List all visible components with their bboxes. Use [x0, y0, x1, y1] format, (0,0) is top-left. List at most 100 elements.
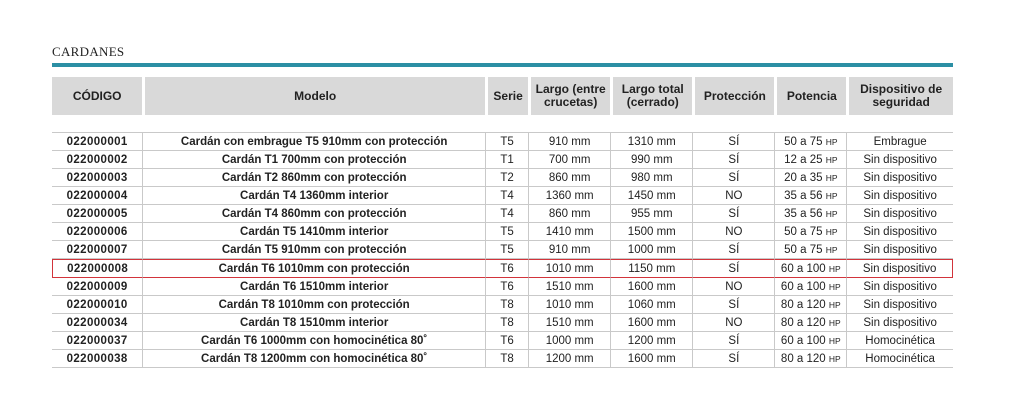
cell-dispositivo: Sin dispositivo	[846, 223, 953, 241]
cell-serie: T4	[485, 205, 529, 223]
cell-largo-total: 990 mm	[610, 151, 693, 169]
cell-modelo: Cardán T4 860mm con protección	[142, 205, 486, 223]
potencia-unit: HP	[828, 317, 841, 328]
cell-dispositivo: Sin dispositivo	[846, 314, 953, 332]
cell-codigo: 022000005	[52, 205, 143, 223]
cell-largo-total: 1150 mm	[610, 259, 693, 278]
cell-codigo: 022000003	[52, 169, 143, 187]
cell-proteccion: SÍ	[692, 133, 775, 151]
header-largo-entre-line1: Largo (entre	[535, 82, 606, 96]
cardanes-table: CÓDIGO Modelo Serie Largo (entre cruceta…	[52, 77, 953, 368]
header-largo-total: Largo total (cerrado)	[610, 77, 693, 115]
cell-largo-entre: 1000 mm	[528, 332, 611, 350]
cell-largo-total: 955 mm	[610, 205, 693, 223]
potencia-value: 60 a 100	[780, 262, 826, 275]
cell-codigo: 022000009	[52, 278, 143, 296]
cell-modelo: Cardán T6 1000mm con homocinética 80˚	[142, 332, 486, 350]
cell-largo-total: 1600 mm	[610, 278, 693, 296]
potencia-value: 20 a 35	[784, 171, 823, 184]
cell-largo-total: 1600 mm	[610, 350, 693, 368]
potencia-unit: HP	[828, 263, 841, 274]
potencia-value: 12 a 25	[784, 153, 823, 166]
cell-codigo: 022000004	[52, 187, 143, 205]
cell-dispositivo: Sin dispositivo	[846, 151, 953, 169]
potencia-unit: HP	[825, 172, 838, 183]
potencia-value: 35 a 56	[784, 207, 823, 220]
cell-potencia: 12 a 25 HP	[774, 151, 847, 169]
cell-potencia: 50 a 75 HP	[774, 133, 847, 151]
cell-largo-total: 1310 mm	[610, 133, 693, 151]
cell-codigo: 022000038	[52, 350, 143, 368]
title-divider	[52, 63, 953, 67]
cell-largo-entre: 860 mm	[528, 169, 611, 187]
cell-serie: T2	[485, 169, 529, 187]
cell-serie: T8	[485, 296, 529, 314]
cell-dispositivo: Sin dispositivo	[846, 296, 953, 314]
cell-potencia: 60 a 100 HP	[774, 259, 847, 278]
cell-codigo: 022000007	[52, 241, 143, 259]
cell-modelo: Cardán T6 1510mm interior	[142, 278, 486, 296]
potencia-unit: HP	[825, 208, 838, 219]
table-row: 022000037 Cardán T6 1000mm con homocinéti…	[52, 332, 953, 350]
header-potencia: Potencia	[774, 77, 847, 115]
cell-dispositivo: Sin dispositivo	[846, 278, 953, 296]
cell-serie: T6	[485, 278, 529, 296]
cell-modelo: Cardán T5 910mm con protección	[142, 241, 486, 259]
cell-codigo: 022000002	[52, 151, 143, 169]
header-serie: Serie	[485, 77, 529, 115]
cell-proteccion: NO	[692, 278, 775, 296]
potencia-value: 80 a 120	[780, 352, 826, 365]
cell-codigo: 022000001	[52, 133, 143, 151]
cell-potencia: 20 a 35 HP	[774, 169, 847, 187]
cell-largo-entre: 1200 mm	[528, 350, 611, 368]
cell-proteccion: NO	[692, 223, 775, 241]
table-row: 022000034 Cardán T8 1510mm interior T8 1510…	[52, 314, 953, 332]
header-dispositivo: Dispositivo de seguridad	[846, 77, 953, 115]
table-row: 022000005 Cardán T4 860mm con protección T…	[52, 205, 953, 223]
cell-serie: T1	[485, 151, 529, 169]
header-modelo: Modelo	[142, 77, 486, 115]
header-largo-entre: Largo (entre crucetas)	[528, 77, 611, 115]
cell-codigo: 022000034	[52, 314, 143, 332]
cell-proteccion: SÍ	[692, 259, 775, 278]
potencia-unit: HP	[825, 244, 838, 255]
potencia-unit: HP	[825, 226, 838, 237]
cell-largo-entre: 1360 mm	[528, 187, 611, 205]
header-proteccion: Protección	[692, 77, 775, 115]
cell-codigo: 022000037	[52, 332, 143, 350]
cell-modelo: Cardán T8 1200mm con homocinética 80˚	[142, 350, 486, 368]
table-row: 022000007 Cardán T5 910mm con protección T…	[52, 241, 953, 259]
section-title: CARDANES	[52, 44, 125, 59]
cell-dispositivo: Sin dispositivo	[846, 169, 953, 187]
cell-modelo: Cardán T6 1010mm con protección	[142, 259, 486, 278]
cell-potencia: 60 a 100 HP	[774, 332, 847, 350]
table-header-row: CÓDIGO Modelo Serie Largo (entre cruceta…	[52, 77, 953, 115]
potencia-unit: HP	[825, 154, 838, 165]
cell-largo-entre: 1510 mm	[528, 278, 611, 296]
table-row: 022000002 Cardán T1 700mm con protección T…	[52, 151, 953, 169]
potencia-value: 35 a 56	[784, 189, 823, 202]
cell-modelo: Cardán con embrague T5 910mm con protecc…	[142, 133, 486, 151]
cell-largo-total: 1500 mm	[610, 223, 693, 241]
cell-modelo: Cardán T4 1360mm interior	[142, 187, 486, 205]
cell-dispositivo: Homocinética	[846, 350, 953, 368]
cell-largo-total: 1450 mm	[610, 187, 693, 205]
cell-potencia: 60 a 100 HP	[774, 278, 847, 296]
cell-serie: T8	[485, 314, 529, 332]
cell-proteccion: SÍ	[692, 296, 775, 314]
cell-dispositivo: Sin dispositivo	[846, 205, 953, 223]
cell-serie: T8	[485, 350, 529, 368]
cell-modelo: Cardán T1 700mm con protección	[142, 151, 486, 169]
table-row: 022000001 Cardán con embrague T5 910mm co…	[52, 133, 953, 151]
potencia-unit: HP	[828, 353, 841, 364]
cell-serie: T5	[485, 241, 529, 259]
cell-codigo: 022000006	[52, 223, 143, 241]
cell-serie: T4	[485, 187, 529, 205]
cell-largo-entre: 910 mm	[528, 241, 611, 259]
header-codigo: CÓDIGO	[52, 77, 143, 115]
header-dispositivo-line1: Dispositivo de	[860, 82, 943, 96]
cell-largo-entre: 910 mm	[528, 133, 611, 151]
potencia-value: 60 a 100	[780, 334, 826, 347]
potencia-value: 80 a 120	[780, 316, 826, 329]
cell-largo-total: 1000 mm	[610, 241, 693, 259]
